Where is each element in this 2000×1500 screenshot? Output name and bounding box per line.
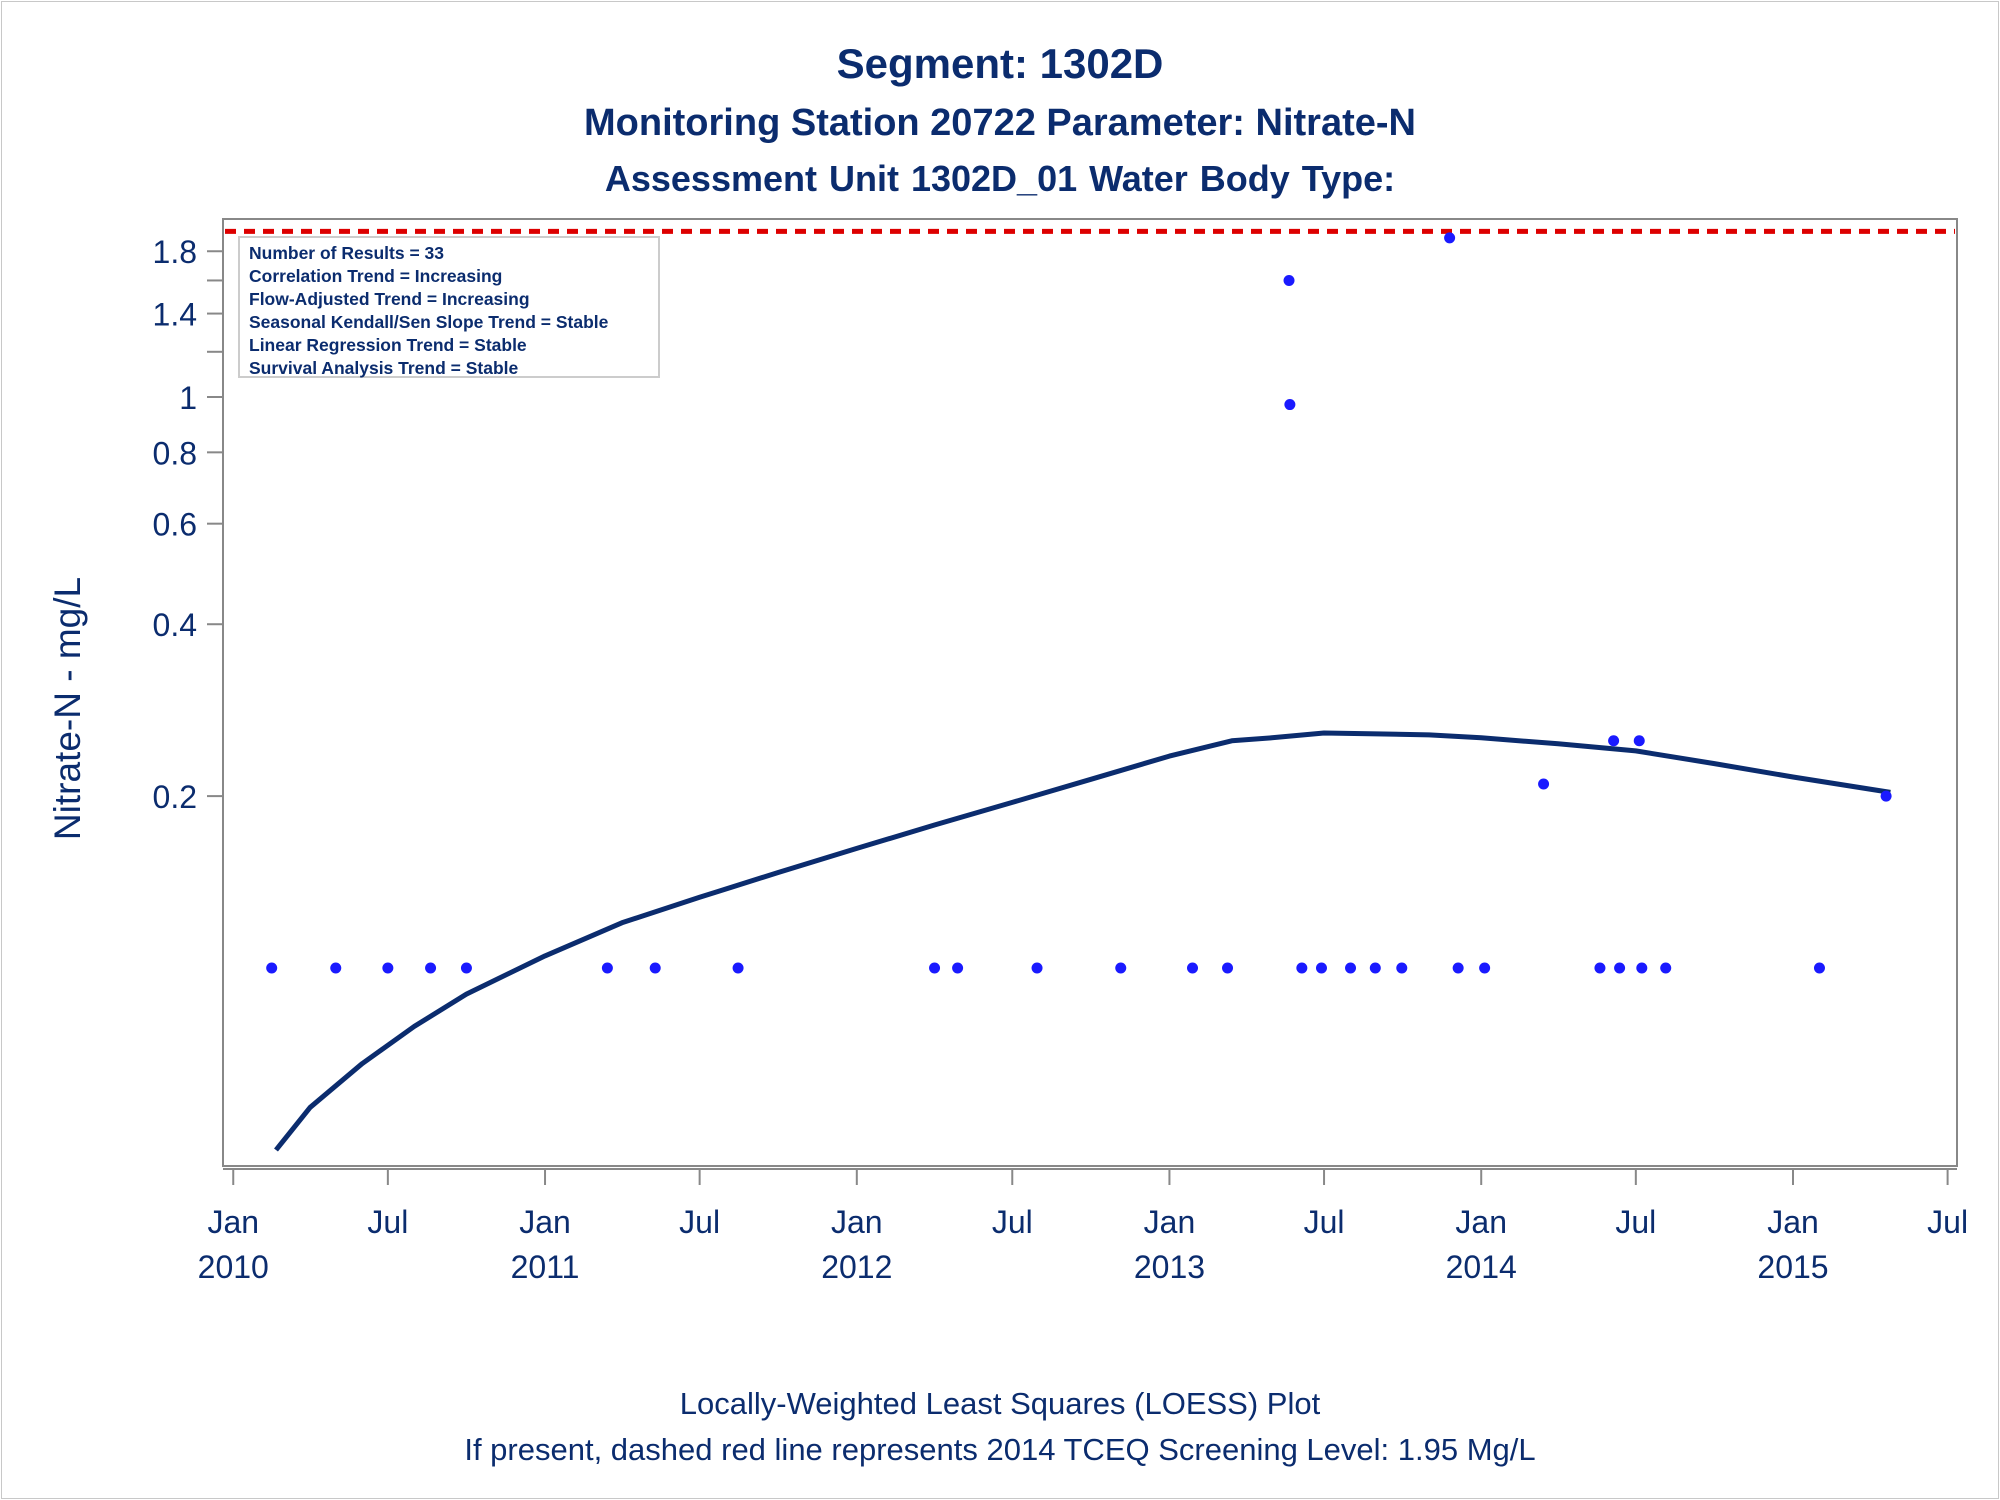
- x-tick-label: Jul: [1615, 1204, 1656, 1240]
- x-tick-label: Jan: [519, 1204, 571, 1240]
- data-point: [732, 962, 744, 974]
- stats-line: Survival Analysis Trend = Stable: [249, 358, 519, 378]
- stats-legend: Number of Results = 33 Correlation Trend …: [238, 236, 660, 378]
- data-point: [1296, 962, 1308, 974]
- data-point: [1660, 962, 1672, 974]
- y-axis-label: Nitrate-N - mg/L: [47, 577, 88, 840]
- data-point: [1479, 962, 1491, 974]
- data-point: [952, 962, 964, 974]
- data-point: [1633, 735, 1645, 747]
- footer-note: If present, dashed red line represents 2…: [464, 1432, 1536, 1467]
- y-tick-label: 1.4: [153, 297, 197, 333]
- data-point: [330, 962, 342, 974]
- y-tick-label: 0.6: [153, 507, 197, 543]
- stats-line: Seasonal Kendall/Sen Slope Trend = Stabl…: [249, 312, 609, 332]
- data-point: [425, 962, 437, 974]
- chart-subtitle-2: Assessment Unit 1302D_01 Water Body Type…: [604, 158, 1396, 199]
- data-point: [382, 962, 394, 974]
- data-point: [1880, 790, 1892, 802]
- data-point: [1636, 962, 1648, 974]
- y-tick-label: 1.8: [153, 234, 197, 270]
- data-point: [1315, 962, 1327, 974]
- x-tick-label: Jul: [1927, 1204, 1968, 1240]
- x-tick-label: Jul: [679, 1204, 720, 1240]
- x-tick-label: Jan: [831, 1204, 883, 1240]
- y-tick-label: 0.2: [153, 779, 197, 815]
- data-point: [1031, 962, 1043, 974]
- y-tick-label: 0.8: [153, 435, 197, 471]
- data-point: [1369, 962, 1381, 974]
- x-tick-label-year: 2012: [821, 1249, 892, 1285]
- chart-title: Segment: 1302D: [836, 40, 1164, 87]
- stats-line: Flow-Adjusted Trend = Increasing: [249, 289, 530, 309]
- data-point: [1396, 962, 1408, 974]
- x-tick-label: Jan: [1455, 1204, 1507, 1240]
- stats-box: [238, 236, 660, 378]
- data-point: [1187, 962, 1199, 974]
- data-point: [1594, 962, 1606, 974]
- y-tick-label: 1: [179, 380, 197, 416]
- y-tick-label: 0.4: [153, 607, 197, 643]
- stats-line: Number of Results = 33: [249, 243, 444, 263]
- data-point: [460, 962, 472, 974]
- data-point: [649, 962, 661, 974]
- data-point: [1444, 232, 1456, 244]
- stats-line: Linear Regression Trend = Stable: [249, 335, 527, 355]
- x-tick-label: Jul: [1304, 1204, 1345, 1240]
- x-tick-label: Jul: [367, 1204, 408, 1240]
- chart-subtitle: Monitoring Station 20722 Parameter: Nitr…: [584, 102, 1416, 144]
- data-point: [1452, 962, 1464, 974]
- x-tick-label-year: 2015: [1757, 1249, 1828, 1285]
- data-point: [1538, 778, 1550, 790]
- data-point: [1283, 274, 1295, 286]
- x-tick-label-year: 2014: [1446, 1249, 1517, 1285]
- data-point: [1345, 962, 1357, 974]
- data-point: [1284, 399, 1296, 411]
- data-point: [601, 962, 613, 974]
- data-point: [1115, 962, 1127, 974]
- data-point: [1813, 962, 1825, 974]
- x-tick-label-year: 2013: [1134, 1249, 1205, 1285]
- data-point: [266, 962, 278, 974]
- data-point: [1614, 962, 1626, 974]
- x-tick-label-year: 2010: [198, 1249, 269, 1285]
- data-point: [1608, 735, 1620, 747]
- x-tick-label: Jan: [1767, 1204, 1819, 1240]
- plot-area: [222, 218, 1958, 1167]
- footer-caption: Locally-Weighted Least Squares (LOESS) P…: [679, 1386, 1321, 1421]
- x-tick-label: Jul: [992, 1204, 1033, 1240]
- loess-curve: [274, 730, 1891, 1152]
- data-point: [1222, 962, 1234, 974]
- stats-line: Correlation Trend = Increasing: [249, 266, 502, 286]
- x-tick-label: Jan: [1144, 1204, 1196, 1240]
- x-tick-label: Jan: [207, 1204, 259, 1240]
- x-tick-label-year: 2011: [511, 1249, 580, 1285]
- data-point: [929, 962, 941, 974]
